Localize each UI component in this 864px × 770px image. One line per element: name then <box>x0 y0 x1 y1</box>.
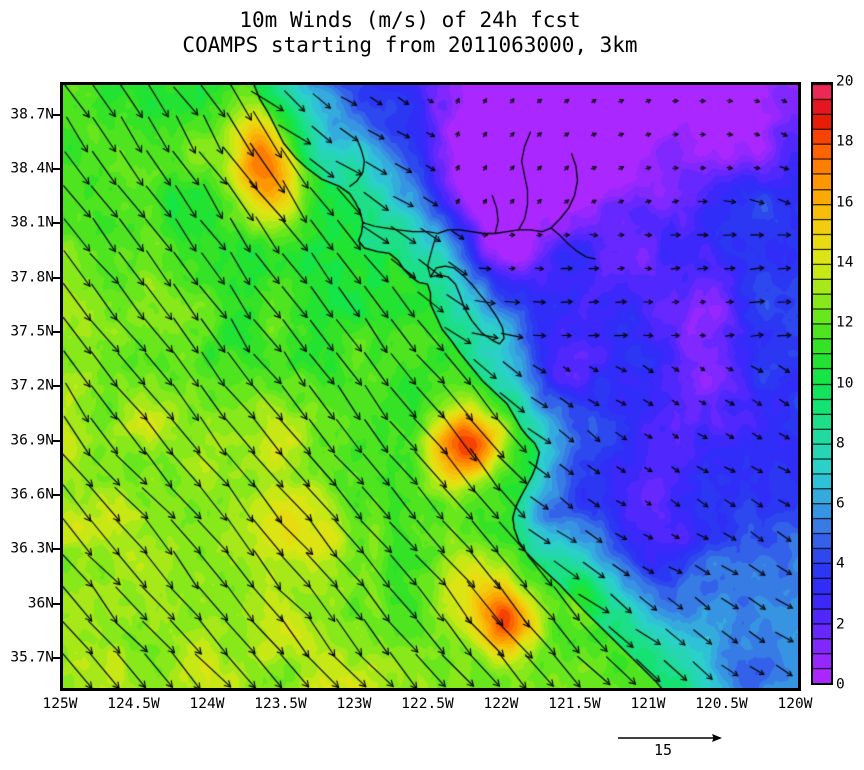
reference-vector-label: 15 <box>654 741 673 759</box>
x-axis-tick-label: 124W <box>189 696 225 712</box>
reference-vector: 15 <box>612 726 732 766</box>
y-axis-tick-mark <box>53 113 60 116</box>
x-axis-tick-label: 120.5W <box>695 696 748 712</box>
y-axis-tick-mark <box>53 493 60 496</box>
chart-title-line-1: 10m Winds (m/s) of 24h fcst <box>239 8 581 32</box>
x-axis-tick-label: 124.5W <box>107 696 160 712</box>
y-axis-tick-mark <box>53 439 60 442</box>
colorbar-tick-label: 20 <box>836 73 854 90</box>
colorbar-tick-label: 4 <box>836 555 845 572</box>
y-axis-tick-label: 36.6N <box>10 486 54 503</box>
colorbar-tick-label: 10 <box>836 375 854 391</box>
wind-speed-colorbar <box>811 82 833 685</box>
y-axis-tick-label: 37.5N <box>10 323 54 340</box>
y-axis-tick-label: 37.8N <box>10 269 54 286</box>
colorbar-tick-label: 8 <box>836 435 845 452</box>
colorbar-tick-label: 18 <box>836 133 854 150</box>
y-axis-tick-label: 36.3N <box>10 540 54 557</box>
y-axis-tick-label: 36.9N <box>10 432 54 449</box>
y-axis-tick-mark <box>53 276 60 279</box>
colorbar-tick-label: 14 <box>836 254 854 271</box>
chart-title-line-2: COAMPS starting from 2011063000, 3km <box>182 33 638 57</box>
map-plot-area <box>60 82 801 691</box>
y-axis-tick-label: 37.2N <box>10 377 54 394</box>
y-axis-tick-mark <box>53 385 60 388</box>
y-axis-tick-mark <box>53 222 60 225</box>
colorbar-gradient <box>813 84 831 683</box>
reference-vector-arrow-icon <box>618 734 722 742</box>
y-axis-tick-mark <box>53 330 60 333</box>
x-axis-tick-label: 121W <box>630 696 666 712</box>
colorbar-tick-label: 16 <box>836 194 854 211</box>
colorbar-tick-label: 2 <box>836 616 845 633</box>
x-axis-tick-label: 121.5W <box>548 696 601 712</box>
y-axis-tick-mark <box>53 656 60 659</box>
y-axis-tick-mark <box>53 602 60 605</box>
y-axis-tick-mark <box>53 548 60 551</box>
chart-title: 10m Winds (m/s) of 24h fcst COAMPS start… <box>0 8 820 58</box>
colorbar-tick-label: 6 <box>836 495 845 512</box>
y-axis-tick-label: 38.7N <box>10 106 54 123</box>
x-axis-tick-label: 125W <box>42 696 78 712</box>
x-axis-tick-label: 122.5W <box>401 696 454 712</box>
x-axis-tick-label: 123.5W <box>254 696 307 712</box>
x-axis-tick-label: 123W <box>336 696 372 712</box>
y-axis-tick-label: 38.4N <box>10 160 54 177</box>
colorbar-tick-label: 0 <box>836 676 845 693</box>
y-axis-tick-mark <box>53 167 60 170</box>
x-axis-tick-label: 120W <box>777 696 813 712</box>
colorbar-tick-label: 12 <box>836 314 854 331</box>
y-axis-tick-label: 38.1N <box>10 214 54 231</box>
y-axis-tick-label: 36N <box>27 595 54 611</box>
wind-speed-map <box>63 85 798 688</box>
x-axis-tick-label: 122W <box>483 696 519 712</box>
y-axis-tick-label: 35.7N <box>10 649 54 666</box>
